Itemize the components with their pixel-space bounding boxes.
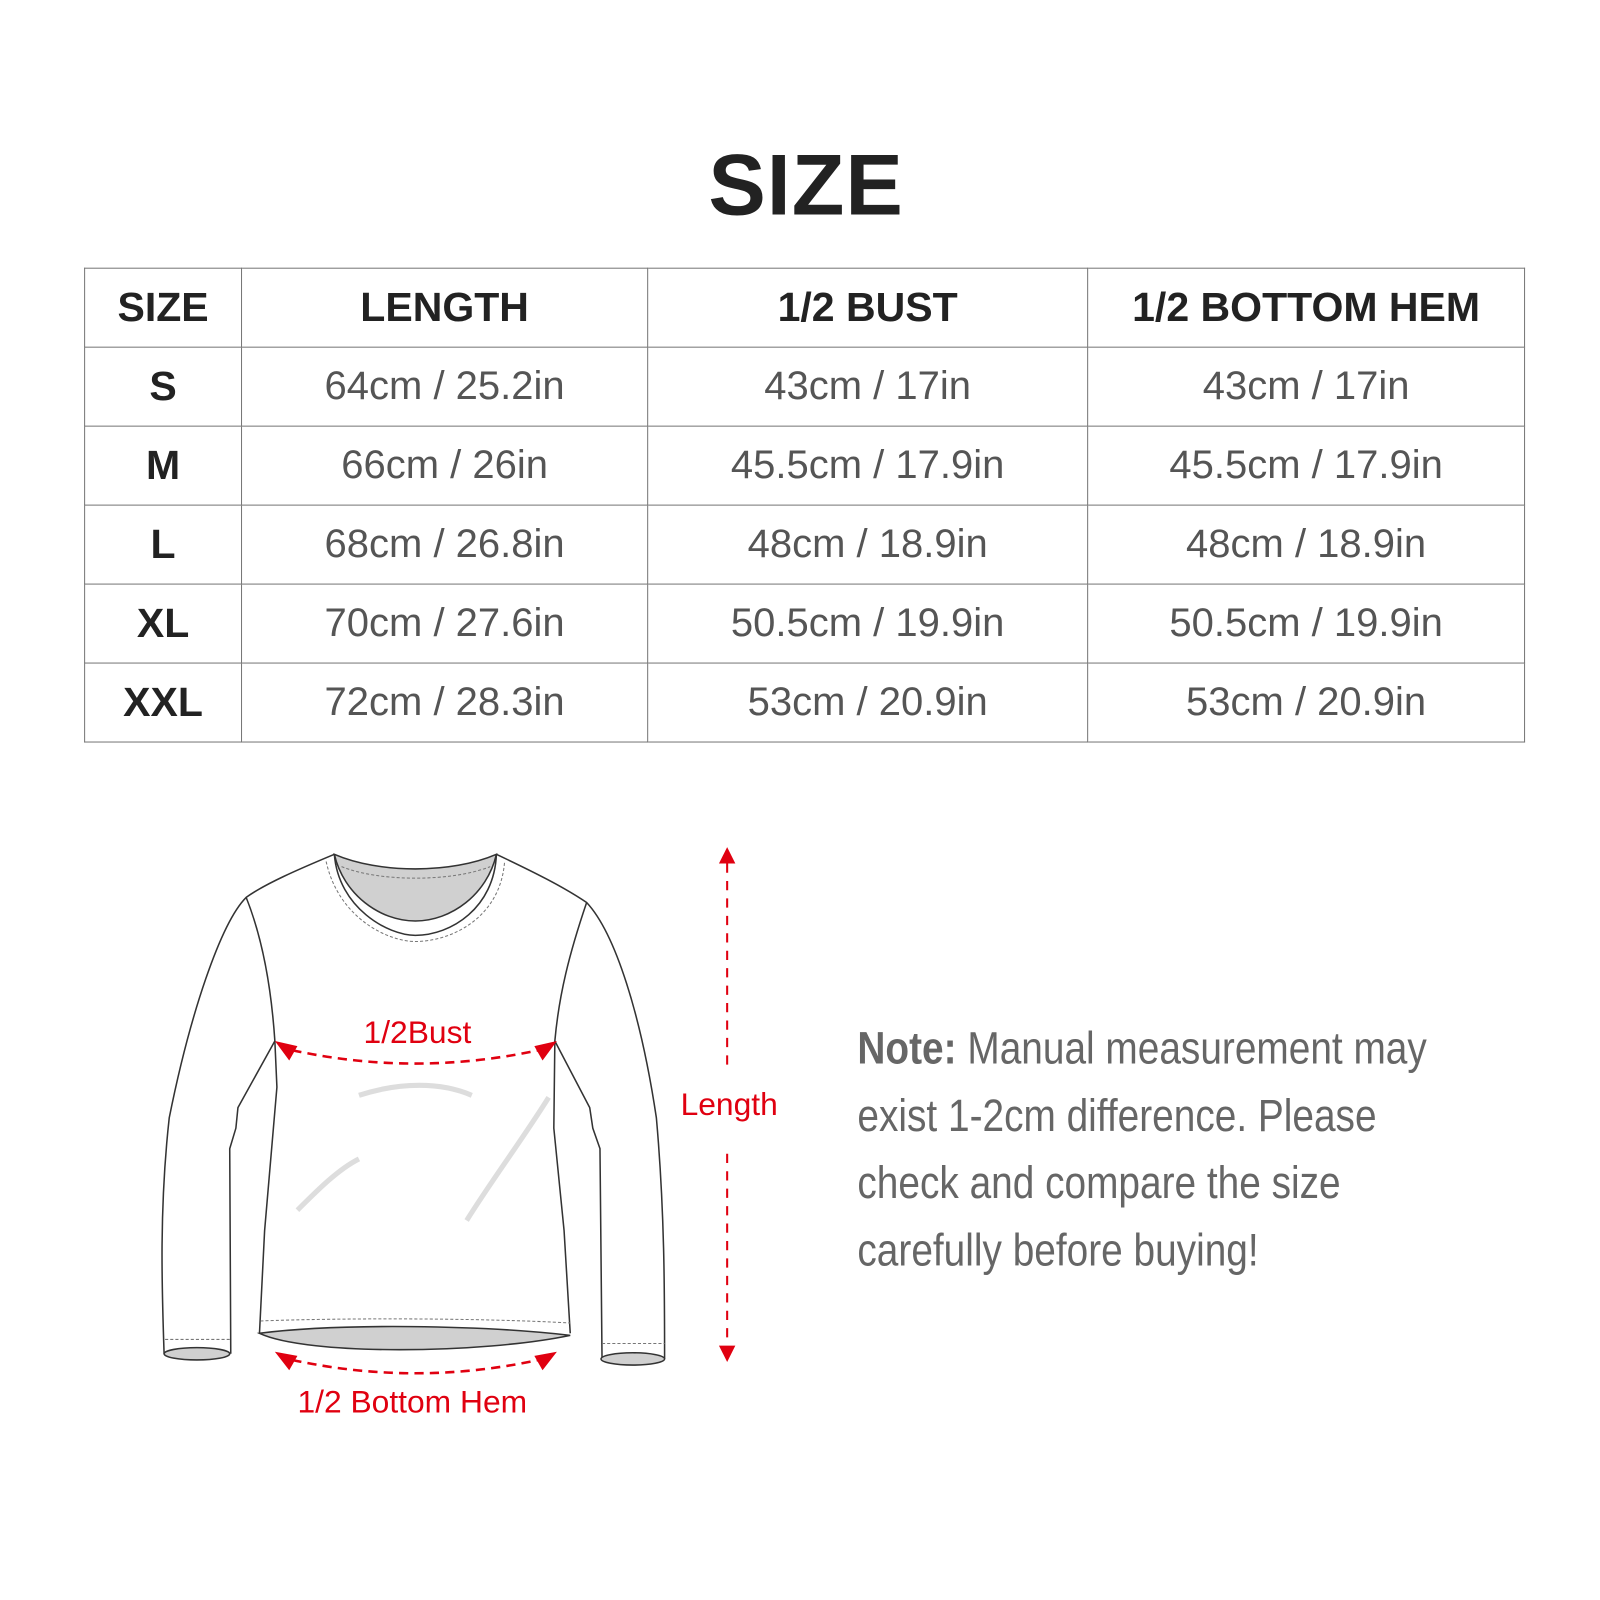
note-line: Manual measurement may: [967, 1023, 1427, 1074]
note-line: exist 1-2cm difference. Please: [857, 1090, 1377, 1141]
cell-bust: 50.5cm / 19.9in: [647, 583, 1089, 664]
cell-size: S: [84, 346, 243, 427]
long-sleeve-shirt-illustration: [161, 853, 666, 1366]
length-label: Length: [681, 1086, 778, 1122]
table-row: S 64cm / 25.2in 43cm / 17in 43cm / 17in: [84, 346, 1526, 427]
header-bottom-hem: 1/2 BOTTOM HEM: [1087, 267, 1526, 348]
cell-bust: 53cm / 20.9in: [647, 662, 1089, 743]
cell-length: 72cm / 28.3in: [241, 662, 649, 743]
note-label: Note:: [857, 1023, 957, 1074]
table-row: XL 70cm / 27.6in 50.5cm / 19.9in 50.5cm …: [84, 583, 1526, 664]
header-size: SIZE: [84, 267, 243, 348]
cell-bust: 45.5cm / 17.9in: [647, 425, 1089, 506]
cell-hem: 43cm / 17in: [1087, 346, 1526, 427]
cell-size: M: [84, 425, 243, 506]
table-row: L 68cm / 26.8in 48cm / 18.9in 48cm / 18.…: [84, 504, 1526, 585]
cell-hem: 48cm / 18.9in: [1087, 504, 1526, 585]
table-row: XXL 72cm / 28.3in 53cm / 20.9in 53cm / 2…: [84, 662, 1526, 743]
note-line: carefully before buying!: [857, 1225, 1259, 1276]
bust-measure-arrow: [274, 1040, 557, 1065]
note-line: check and compare the size: [857, 1157, 1341, 1209]
cell-hem: 53cm / 20.9in: [1087, 662, 1526, 743]
cell-length: 68cm / 26.8in: [241, 504, 649, 585]
header-bust: 1/2 BUST: [647, 267, 1089, 348]
bust-label: 1/2Bust: [364, 1014, 472, 1050]
cell-bust: 48cm / 18.9in: [647, 504, 1089, 585]
size-table: SIZE LENGTH 1/2 BUST 1/2 BOTTOM HEM S 64…: [84, 267, 1526, 743]
measurement-note: Note: Manual measurement may exist 1-2cm…: [857, 1015, 1519, 1284]
hem-measure-arrow: [274, 1351, 557, 1375]
cell-size: XL: [84, 583, 243, 664]
table-row: M 66cm / 26in 45.5cm / 17.9in 45.5cm / 1…: [84, 425, 1526, 506]
cell-bust: 43cm / 17in: [647, 346, 1089, 427]
cell-size: XXL: [84, 662, 243, 743]
table-header-row: SIZE LENGTH 1/2 BUST 1/2 BOTTOM HEM: [84, 267, 1526, 348]
cell-hem: 50.5cm / 19.9in: [1087, 583, 1526, 664]
bottom-hem-label: 1/2 Bottom Hem: [297, 1383, 527, 1419]
cell-length: 64cm / 25.2in: [241, 346, 649, 427]
cell-length: 66cm / 26in: [241, 425, 649, 506]
page-title: SIZE: [708, 136, 904, 233]
cell-length: 70cm / 27.6in: [241, 583, 649, 664]
cell-hem: 45.5cm / 17.9in: [1087, 425, 1526, 506]
length-measure-arrow: [718, 847, 736, 1362]
